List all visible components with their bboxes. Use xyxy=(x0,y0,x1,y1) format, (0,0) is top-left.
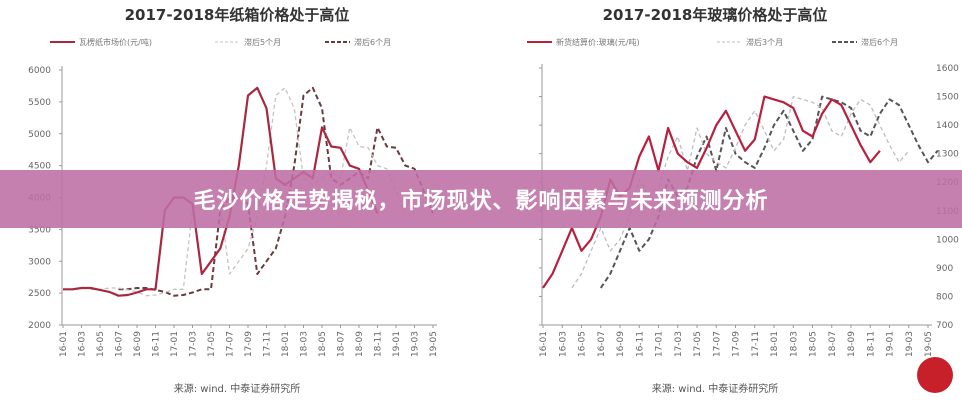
x-tick-label: 17-05 xyxy=(693,331,703,357)
y-tick-label: 1400 xyxy=(936,121,959,131)
x-tick-label: 18-05 xyxy=(318,331,328,357)
y-tick-label: 4500 xyxy=(28,162,51,172)
x-tick-label: 16-09 xyxy=(133,331,143,357)
legend-label: 滞后6个月 xyxy=(861,37,898,47)
y-tick-label: 700 xyxy=(936,321,953,331)
x-tick-label: 17-11 xyxy=(263,331,273,357)
legend-label: 滞后6个月 xyxy=(354,37,391,47)
y-tick-label: 3500 xyxy=(28,225,51,235)
x-tick-label: 18-09 xyxy=(847,331,857,357)
y-tick-label: 2500 xyxy=(28,289,51,299)
legend-label: 滞后5个月 xyxy=(244,37,281,47)
x-tick-label: 17-03 xyxy=(674,331,684,357)
series-line-dashed-dark xyxy=(118,86,434,297)
x-tick-label: 16-01 xyxy=(59,331,69,357)
x-tick-label: 16-05 xyxy=(578,331,588,357)
x-tick-label: 18-01 xyxy=(770,331,780,357)
x-tick-label: 16-07 xyxy=(597,331,607,357)
x-tick-label: 18-01 xyxy=(281,331,291,357)
series-line-dashed-dark xyxy=(599,95,939,289)
source-note: 来源: wind. 中泰证券研究所 xyxy=(174,382,301,395)
y-tick-label: 1600 xyxy=(936,64,959,74)
x-tick-label: 18-03 xyxy=(300,331,310,357)
x-tick-label: 17-03 xyxy=(189,331,199,357)
legend-label: 滞后3个月 xyxy=(746,37,783,47)
legend-label: 瓦楞纸市场价(元/吨) xyxy=(79,37,152,47)
x-tick-label: 16-05 xyxy=(96,331,106,357)
x-tick-label: 17-01 xyxy=(170,331,180,357)
x-tick-label: 18-07 xyxy=(337,331,347,357)
x-tick-label: 16-11 xyxy=(152,331,162,357)
x-tick-label: 18-11 xyxy=(866,331,876,357)
seal-stamp xyxy=(917,357,953,393)
x-tick-label: 16-07 xyxy=(115,331,125,357)
x-tick-label: 16-03 xyxy=(78,331,88,357)
x-tick-label: 17-05 xyxy=(207,331,217,357)
y-tick-label: 5500 xyxy=(28,98,51,108)
y-tick-label: 6000 xyxy=(28,66,51,76)
x-tick-label: 17-01 xyxy=(655,331,665,357)
y-tick-label: 5000 xyxy=(28,130,51,140)
x-tick-label: 17-09 xyxy=(244,331,254,357)
x-tick-label: 17-07 xyxy=(226,331,236,357)
y-tick-label: 800 xyxy=(936,292,953,302)
x-tick-label: 18-07 xyxy=(828,331,838,357)
y-tick-label: 900 xyxy=(936,264,953,274)
x-tick-label: 18-09 xyxy=(355,331,365,357)
y-tick-label: 1000 xyxy=(936,235,959,245)
legend-label: 新货结算价:玻璃(元/吨) xyxy=(556,37,640,47)
y-tick-label: 1300 xyxy=(936,150,959,160)
y-tick-label: 2000 xyxy=(28,321,51,331)
chart-title: 2017-2018年玻璃价格处于高位 xyxy=(603,6,828,24)
x-tick-label: 19-05 xyxy=(924,331,934,357)
x-tick-label: 18-11 xyxy=(374,331,384,357)
x-tick-label: 17-11 xyxy=(751,331,761,357)
x-tick-label: 17-07 xyxy=(712,331,722,357)
x-tick-label: 19-01 xyxy=(886,331,896,357)
headline-text: 毛沙价格走势揭秘，市场现状、影响因素与未来预测分析 xyxy=(193,189,769,214)
source-note: 来源: wind. 中泰证券研究所 xyxy=(652,382,779,395)
x-tick-label: 18-05 xyxy=(809,331,819,357)
series-line-solid xyxy=(63,86,379,297)
x-tick-label: 19-01 xyxy=(392,331,402,357)
x-tick-label: 19-03 xyxy=(905,331,915,357)
x-tick-label: 19-05 xyxy=(429,331,439,357)
x-tick-label: 19-03 xyxy=(411,331,421,357)
x-tick-label: 16-11 xyxy=(635,331,645,357)
chart-title: 2017-2018年纸箱价格处于高位 xyxy=(125,6,350,24)
y-tick-label: 3000 xyxy=(28,257,51,267)
x-tick-label: 16-01 xyxy=(539,331,549,357)
y-tick-label: 1500 xyxy=(936,93,959,103)
x-tick-label: 16-09 xyxy=(616,331,626,357)
x-tick-label: 16-03 xyxy=(558,331,568,357)
headline-banner: 毛沙价格走势揭秘，市场现状、影响因素与未来预测分析 xyxy=(0,170,962,228)
x-tick-label: 17-09 xyxy=(732,331,742,357)
x-tick-label: 18-03 xyxy=(789,331,799,357)
